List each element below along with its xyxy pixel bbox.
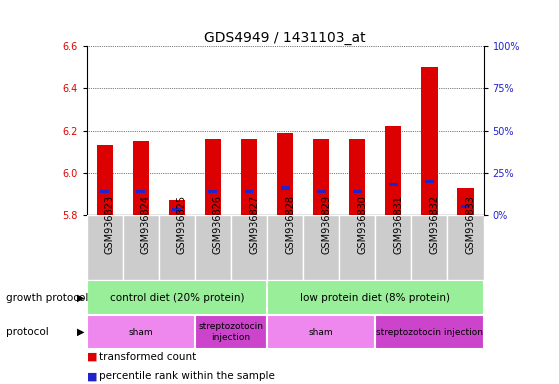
Text: GSM936827: GSM936827 [249,195,259,254]
Text: low protein diet (8% protein): low protein diet (8% protein) [300,293,451,303]
Bar [303,215,339,280]
Text: GSM936830: GSM936830 [357,195,367,254]
Text: GSM936829: GSM936829 [321,195,331,254]
Bar [205,139,221,215]
Bar [241,139,257,215]
Bar [277,132,293,215]
Text: ■: ■ [87,352,97,362]
Text: streptozotocin injection: streptozotocin injection [376,328,483,337]
Bar [87,215,123,280]
Bar [100,190,109,193]
Text: sham: sham [129,328,153,337]
Bar [313,139,329,215]
Text: growth protocol: growth protocol [6,293,88,303]
Text: GSM936826: GSM936826 [213,195,223,254]
Bar [87,280,267,315]
Bar [159,215,195,280]
Bar [447,215,484,280]
Bar [375,315,484,349]
Bar [267,215,303,280]
Bar [87,315,195,349]
Bar [123,215,159,280]
Bar [421,67,438,215]
Bar [231,215,267,280]
Bar [267,315,375,349]
Text: ▶: ▶ [77,327,84,337]
Bar [195,315,267,349]
Text: GSM936833: GSM936833 [466,195,476,254]
Title: GDS4949 / 1431103_at: GDS4949 / 1431103_at [204,31,366,45]
Text: GSM936828: GSM936828 [285,195,295,254]
Bar [349,139,366,215]
Text: GSM936832: GSM936832 [429,195,439,254]
Text: control diet (20% protein): control diet (20% protein) [110,293,244,303]
Bar [132,141,149,215]
Bar [172,209,181,212]
Bar [281,187,290,190]
Bar [411,215,447,280]
Text: GSM936825: GSM936825 [177,195,187,254]
Bar [385,126,401,215]
Bar [457,187,473,215]
Bar [317,190,326,193]
Bar [209,190,217,193]
Text: GSM936824: GSM936824 [141,195,151,254]
Bar [461,205,470,208]
Bar [195,215,231,280]
Bar [389,183,398,186]
Text: percentile rank within the sample: percentile rank within the sample [99,371,275,381]
Text: streptozotocin
injection: streptozotocin injection [198,323,263,342]
Bar [375,215,411,280]
Text: ■: ■ [87,371,97,381]
Bar [267,280,484,315]
Text: GSM936823: GSM936823 [105,195,115,254]
Bar [244,190,253,193]
Bar [169,200,185,215]
Bar [425,180,434,183]
Bar [353,190,362,193]
Bar [97,145,113,215]
Text: protocol: protocol [6,327,48,337]
Text: transformed count: transformed count [99,352,196,362]
Text: GSM936831: GSM936831 [394,195,404,254]
Bar [339,215,375,280]
Text: sham: sham [309,328,334,337]
Text: ▶: ▶ [77,293,84,303]
Bar [136,190,145,193]
